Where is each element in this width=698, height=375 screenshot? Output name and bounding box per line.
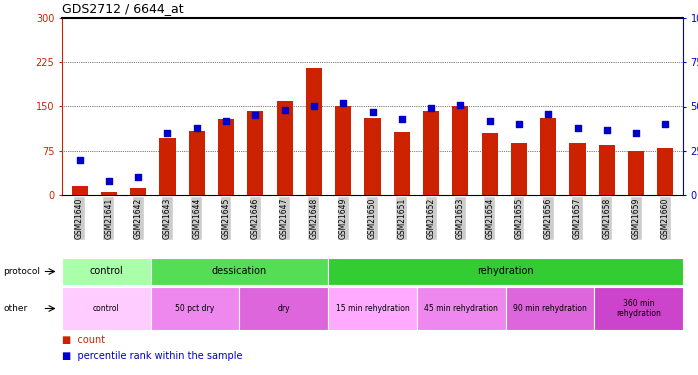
Bar: [423, 111, 439, 195]
Text: GSM21652: GSM21652: [426, 198, 436, 239]
Text: GSM21650: GSM21650: [368, 198, 377, 239]
Point: [630, 130, 641, 136]
Text: 45 min rehydration: 45 min rehydration: [424, 304, 498, 313]
Text: GSM21654: GSM21654: [485, 198, 494, 239]
Point: [133, 174, 144, 180]
Point: [221, 118, 232, 124]
Text: other: other: [3, 304, 28, 313]
Point: [74, 157, 85, 163]
Bar: [130, 188, 146, 195]
Text: 50 pct dry: 50 pct dry: [175, 304, 215, 313]
Text: 360 min
rehydration: 360 min rehydration: [616, 299, 661, 318]
Text: GSM21648: GSM21648: [309, 198, 318, 239]
Bar: [505, 287, 594, 330]
Bar: [328, 287, 417, 330]
Bar: [594, 287, 683, 330]
Bar: [570, 143, 586, 195]
Bar: [71, 186, 88, 195]
Text: GSM21641: GSM21641: [105, 198, 113, 239]
Text: GSM21658: GSM21658: [602, 198, 611, 239]
Bar: [658, 148, 674, 195]
Bar: [247, 111, 263, 195]
Text: GSM21647: GSM21647: [280, 198, 289, 239]
Text: rehydration: rehydration: [477, 267, 534, 276]
Text: GSM21657: GSM21657: [573, 198, 582, 239]
Bar: [151, 258, 328, 285]
Text: GSM21645: GSM21645: [221, 198, 230, 239]
Bar: [335, 106, 351, 195]
Point: [279, 107, 290, 113]
Text: GDS2712 / 6644_at: GDS2712 / 6644_at: [62, 2, 184, 15]
Point: [484, 118, 496, 124]
Text: control: control: [89, 267, 124, 276]
Text: GSM21642: GSM21642: [133, 198, 142, 239]
Text: GSM21649: GSM21649: [339, 198, 348, 239]
Point: [572, 125, 583, 131]
Bar: [306, 68, 322, 195]
Point: [601, 126, 612, 132]
Text: GSM21660: GSM21660: [661, 198, 670, 239]
Point: [396, 116, 408, 122]
Point: [162, 130, 173, 136]
Bar: [599, 145, 615, 195]
Bar: [417, 287, 505, 330]
Text: control: control: [93, 304, 120, 313]
Point: [513, 121, 524, 127]
Point: [309, 104, 320, 110]
Bar: [62, 287, 151, 330]
Point: [542, 111, 554, 117]
Text: ■  percentile rank within the sample: ■ percentile rank within the sample: [62, 351, 242, 361]
Bar: [188, 131, 205, 195]
Text: GSM21640: GSM21640: [75, 198, 84, 239]
Bar: [482, 133, 498, 195]
Text: GSM21646: GSM21646: [251, 198, 260, 239]
Bar: [511, 143, 527, 195]
Bar: [151, 287, 239, 330]
Text: GSM21655: GSM21655: [514, 198, 524, 239]
Text: ■  count: ■ count: [62, 335, 105, 345]
Text: dry: dry: [278, 304, 290, 313]
Point: [191, 125, 202, 131]
Point: [367, 109, 378, 115]
Bar: [239, 287, 328, 330]
Bar: [101, 192, 117, 195]
Point: [103, 178, 114, 184]
Text: 15 min rehydration: 15 min rehydration: [336, 304, 409, 313]
Text: GSM21643: GSM21643: [163, 198, 172, 239]
Bar: [364, 118, 380, 195]
Text: GSM21659: GSM21659: [632, 198, 641, 239]
Point: [338, 100, 349, 106]
Text: protocol: protocol: [3, 267, 40, 276]
Bar: [394, 132, 410, 195]
Bar: [159, 138, 175, 195]
Text: GSM21653: GSM21653: [456, 198, 465, 239]
Point: [455, 102, 466, 108]
Bar: [276, 100, 292, 195]
Text: GSM21651: GSM21651: [397, 198, 406, 239]
Text: 90 min rehydration: 90 min rehydration: [513, 304, 587, 313]
Bar: [218, 120, 234, 195]
Bar: [62, 258, 151, 285]
Bar: [540, 118, 556, 195]
Bar: [328, 258, 683, 285]
Point: [660, 121, 671, 127]
Text: GSM21656: GSM21656: [544, 198, 553, 239]
Point: [426, 105, 437, 111]
Text: dessication: dessication: [211, 267, 267, 276]
Bar: [452, 106, 468, 195]
Point: [250, 112, 261, 118]
Text: GSM21644: GSM21644: [192, 198, 201, 239]
Bar: [628, 151, 644, 195]
